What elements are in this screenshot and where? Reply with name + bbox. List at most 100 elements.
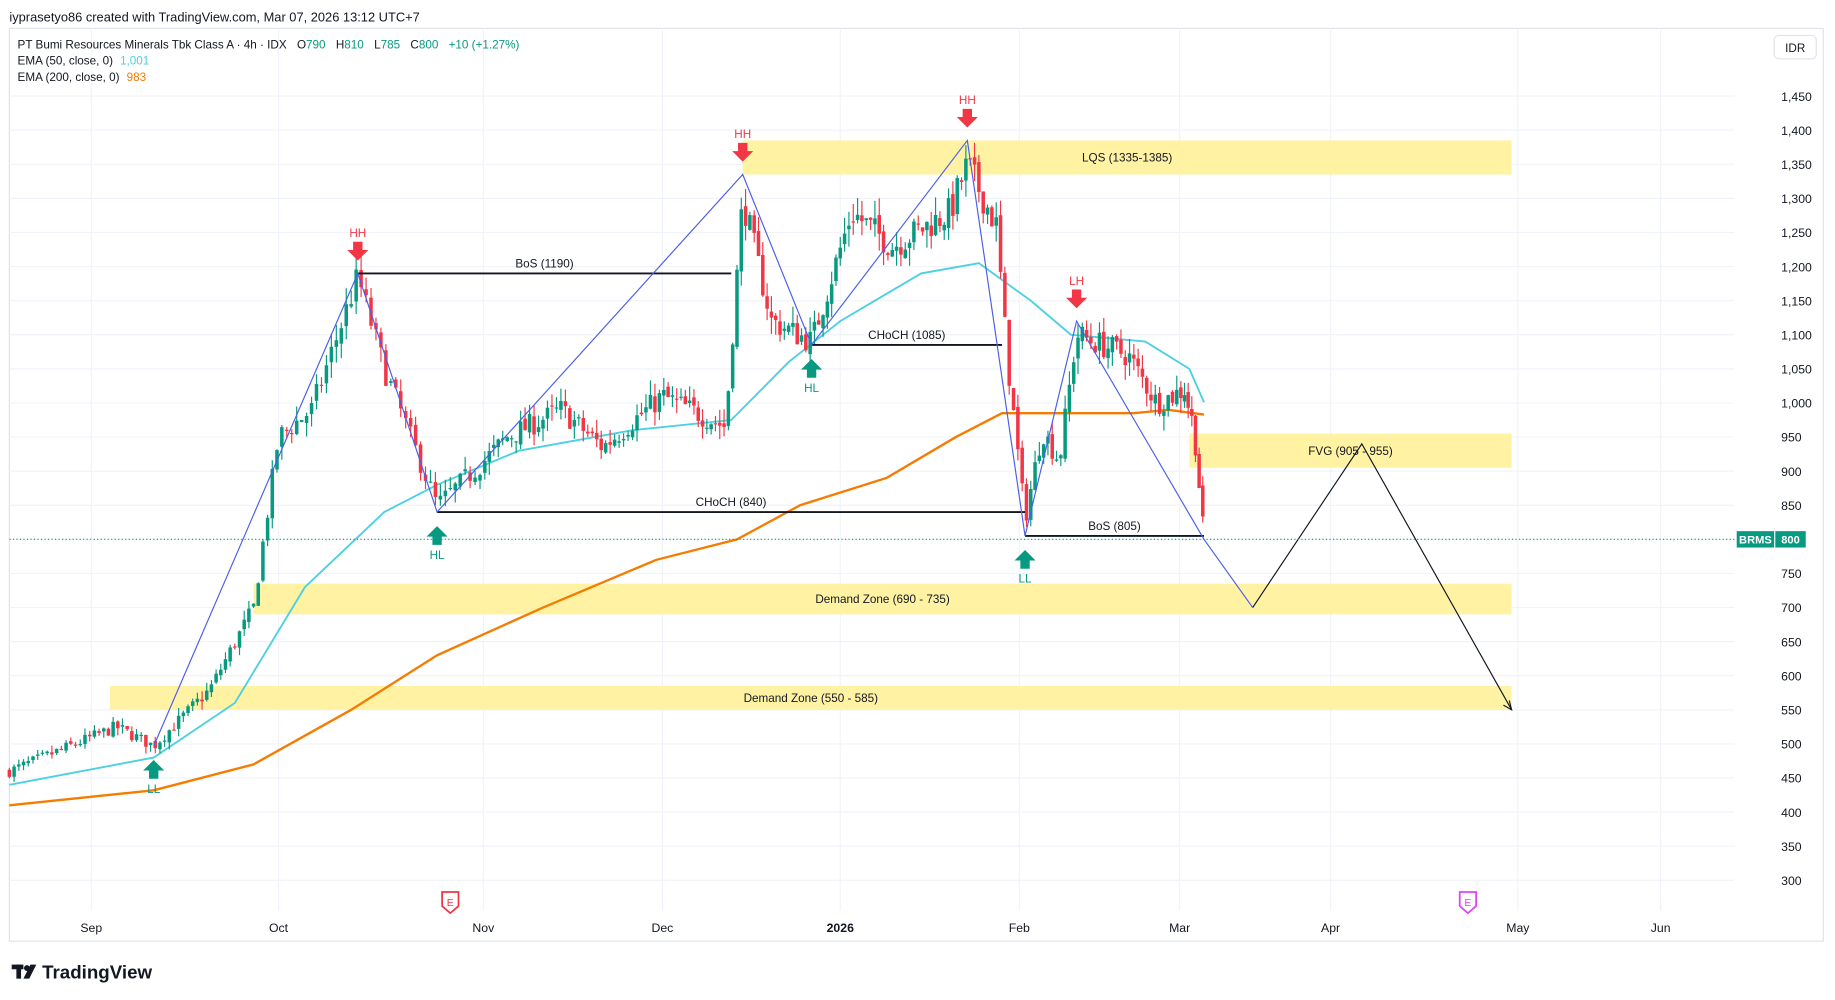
candle[interactable] <box>972 142 977 181</box>
candle[interactable] <box>532 405 536 446</box>
candle[interactable] <box>1149 381 1153 411</box>
candle[interactable] <box>1175 375 1179 407</box>
candle[interactable] <box>1011 387 1016 411</box>
candle[interactable] <box>981 191 985 224</box>
candle[interactable] <box>679 388 683 401</box>
candle[interactable] <box>700 409 705 439</box>
tradingview-logo[interactable]: TradingView <box>11 962 153 983</box>
candle[interactable] <box>1059 454 1063 467</box>
time-axis[interactable]: Sep Oct Nov Dec 2026 Feb Mar Apr May Jun E E <box>80 891 1671 935</box>
candle[interactable] <box>653 383 657 426</box>
candle[interactable] <box>1102 317 1106 360</box>
candle[interactable] <box>31 755 35 764</box>
ema200-legend[interactable]: EMA (200, close, 0) 983 <box>18 71 147 84</box>
candle[interactable] <box>487 442 492 475</box>
candle[interactable] <box>959 177 964 190</box>
candle[interactable] <box>1166 394 1170 417</box>
candle[interactable] <box>955 175 959 222</box>
candle[interactable] <box>644 394 648 421</box>
candle[interactable] <box>545 400 550 432</box>
ema50-legend[interactable]: EMA (50, close, 0) 1,001 <box>18 55 150 68</box>
candle[interactable] <box>890 243 895 257</box>
candle[interactable] <box>964 145 968 197</box>
candle[interactable] <box>483 451 487 480</box>
candle[interactable] <box>134 729 139 742</box>
candle[interactable] <box>726 390 731 431</box>
candle[interactable] <box>1114 334 1119 350</box>
candle[interactable] <box>496 438 501 458</box>
candle[interactable] <box>1153 384 1158 416</box>
candle[interactable] <box>886 251 890 261</box>
candle[interactable] <box>626 431 630 441</box>
candle[interactable] <box>514 441 518 454</box>
candle[interactable] <box>1119 329 1123 358</box>
candle[interactable] <box>7 767 12 779</box>
candle[interactable] <box>994 202 998 242</box>
candle[interactable] <box>1093 342 1097 354</box>
candle[interactable] <box>251 603 256 608</box>
candle[interactable] <box>344 288 348 340</box>
candle[interactable] <box>242 610 246 636</box>
candle[interactable] <box>523 407 527 431</box>
candle[interactable] <box>509 435 514 448</box>
candle[interactable] <box>748 211 752 231</box>
candle[interactable] <box>463 456 467 475</box>
candle[interactable] <box>568 405 572 430</box>
candle[interactable] <box>186 704 190 717</box>
candle[interactable] <box>219 663 223 680</box>
candle[interactable] <box>812 310 817 345</box>
candle[interactable] <box>162 735 167 747</box>
candle[interactable] <box>1140 355 1145 388</box>
candle[interactable] <box>125 725 129 732</box>
candle[interactable] <box>799 328 804 346</box>
candle[interactable] <box>816 312 821 325</box>
candle[interactable] <box>384 344 388 387</box>
candle[interactable] <box>433 472 438 506</box>
candle[interactable] <box>925 221 929 248</box>
candle[interactable] <box>12 764 16 782</box>
candle[interactable] <box>765 283 769 321</box>
candle[interactable] <box>59 745 64 751</box>
candle[interactable] <box>78 739 83 747</box>
candle[interactable] <box>505 436 509 443</box>
candle[interactable] <box>209 680 214 698</box>
price-axis[interactable]: 300 350 400 450 500 550 600 650 700 750 850 900 950 1… <box>1781 90 1812 888</box>
candle[interactable] <box>1024 478 1029 527</box>
candle[interactable] <box>473 471 477 486</box>
candle[interactable] <box>428 469 433 484</box>
candle[interactable] <box>1063 395 1067 463</box>
candle[interactable] <box>942 221 946 240</box>
candle[interactable] <box>554 397 559 413</box>
candle[interactable] <box>778 309 782 342</box>
currency-button[interactable]: IDR <box>1773 34 1817 60</box>
candle[interactable] <box>247 600 251 629</box>
candle[interactable] <box>899 236 903 267</box>
candle[interactable] <box>621 433 626 447</box>
candle[interactable] <box>603 440 608 455</box>
candle[interactable] <box>639 402 644 416</box>
candle[interactable] <box>1076 324 1080 374</box>
candle[interactable] <box>26 756 31 767</box>
candle[interactable] <box>1033 450 1037 491</box>
candle[interactable] <box>354 258 358 314</box>
candle[interactable] <box>951 181 955 230</box>
candle[interactable] <box>752 210 756 243</box>
candle[interactable] <box>635 404 639 442</box>
candle[interactable] <box>916 215 920 231</box>
candle[interactable] <box>97 728 101 736</box>
candle[interactable] <box>304 412 309 437</box>
candle[interactable] <box>1179 381 1183 413</box>
candle[interactable] <box>280 424 284 460</box>
candle[interactable] <box>730 342 735 393</box>
candle[interactable] <box>670 386 675 408</box>
currency-label[interactable]: IDR <box>1785 42 1805 55</box>
candle[interactable] <box>709 423 713 435</box>
candle[interactable] <box>1110 334 1115 366</box>
candle[interactable] <box>998 200 1003 279</box>
candle[interactable] <box>868 217 873 231</box>
candle[interactable] <box>329 333 334 378</box>
candle[interactable] <box>319 377 324 393</box>
candle[interactable] <box>612 434 617 448</box>
candle[interactable] <box>35 749 40 760</box>
candle[interactable] <box>920 227 925 236</box>
